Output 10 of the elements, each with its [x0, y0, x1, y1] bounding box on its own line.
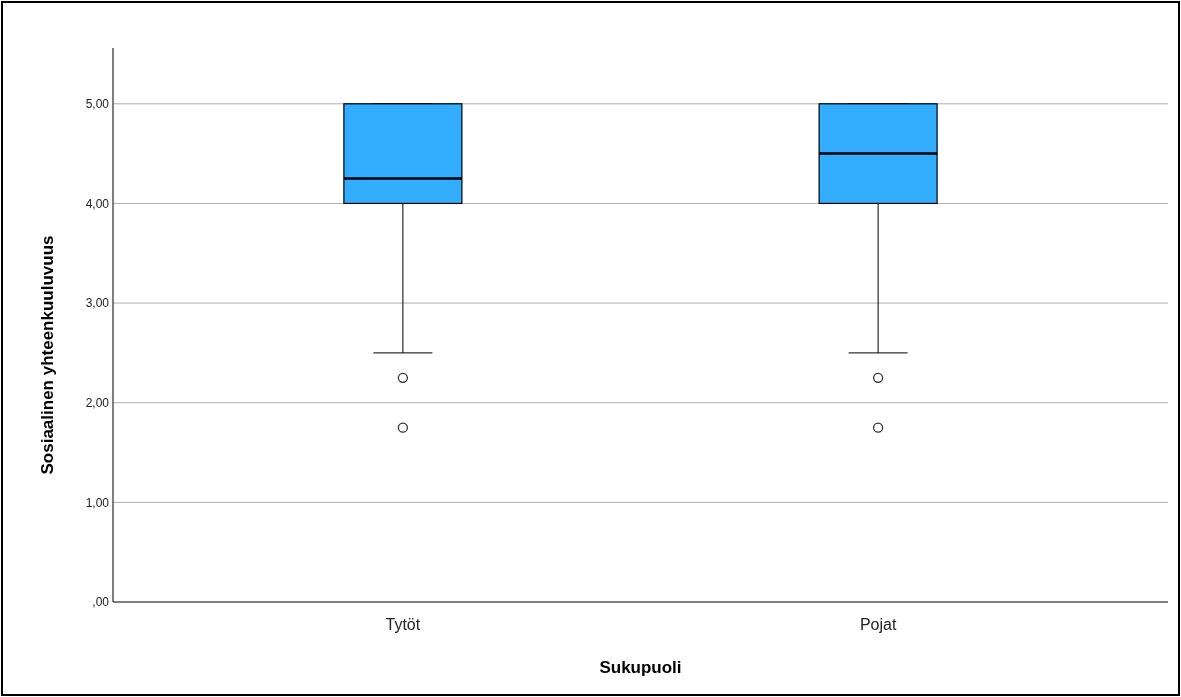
- y-tick-label: 1,00: [85, 495, 110, 510]
- y-tick-label: 2,00: [85, 395, 110, 410]
- y-tick-label: ,00: [92, 595, 110, 610]
- y-tick-label: 4,00: [85, 196, 110, 211]
- x-tick-label: Tytöt: [385, 616, 421, 633]
- y-axis-title: Sosiaalinen yhteenkuuluvuus: [38, 235, 57, 475]
- y-tick-label: 3,00: [85, 296, 110, 311]
- y-tick-label: 5,00: [85, 97, 110, 111]
- x-tick-label: Pojat: [859, 616, 897, 633]
- x-axis-title: Sukupuoli: [599, 658, 682, 677]
